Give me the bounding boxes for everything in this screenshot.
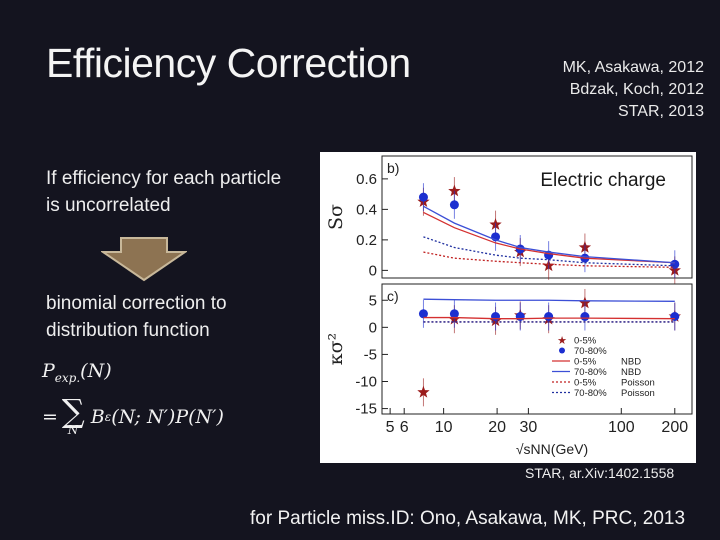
formula-rhs-args: (N; N′)P(N′) bbox=[111, 405, 224, 428]
series-line-70-80-nbd bbox=[423, 205, 675, 264]
x-tick-label: 30 bbox=[519, 419, 537, 436]
legend-label: 0-5% bbox=[574, 378, 597, 389]
reference-3: STAR, 2013 bbox=[618, 103, 704, 120]
formula-equals: = bbox=[42, 405, 58, 428]
x-tick-label: 6 bbox=[400, 419, 409, 436]
references: MK, Asakawa, 2012 Bdzak, Koch, 2012 STAR… bbox=[563, 57, 704, 123]
sum-icon: ∑ bbox=[61, 391, 85, 430]
y-tick-label: -15 bbox=[355, 401, 377, 418]
footer-citation: for Particle miss.ID: Ono, Asakawa, MK, … bbox=[250, 508, 686, 529]
legend-label: 70-80% bbox=[574, 388, 607, 399]
formula-lhs-symbol: P bbox=[42, 360, 55, 382]
binomial-correction-text: binomial correction to distribution func… bbox=[46, 293, 227, 341]
data-point-star bbox=[578, 296, 592, 309]
slide-title: Efficiency Correction bbox=[46, 40, 411, 86]
legend-label: 0-5% bbox=[574, 336, 597, 347]
y-tick-label: 0.4 bbox=[356, 201, 377, 218]
y-tick-label: -10 bbox=[355, 374, 377, 391]
legend-tag: NBD bbox=[621, 367, 641, 378]
panel-frame-0 bbox=[381, 155, 693, 279]
formula-lhs: Pexp.(N) bbox=[42, 360, 224, 385]
series-line-0-5-nbd bbox=[423, 316, 675, 320]
data-point-circle bbox=[449, 200, 459, 210]
reference-1: MK, Asakawa, 2012 bbox=[562, 59, 704, 76]
y-tick-label: -5 bbox=[364, 346, 377, 363]
y-tick-label: 0.2 bbox=[356, 232, 377, 249]
legend-label: 70-80% bbox=[574, 346, 607, 357]
data-point-star bbox=[448, 184, 461, 197]
series-line-0-5-poisson bbox=[423, 251, 675, 268]
series-line-70-80-nbd bbox=[423, 298, 675, 302]
legend-star-icon: ★ bbox=[557, 334, 567, 347]
y-tick-label: 5 bbox=[369, 292, 377, 309]
y-axis-label: κσ² bbox=[325, 333, 347, 365]
data-point-star bbox=[417, 385, 430, 398]
data-point-circle bbox=[418, 309, 428, 319]
y-axis-label: Sσ bbox=[325, 204, 347, 230]
down-arrow-icon bbox=[101, 237, 187, 282]
data-point-circle bbox=[580, 312, 590, 321]
legend-label: 70-80% bbox=[574, 367, 607, 378]
series-line-0-5-nbd bbox=[423, 211, 675, 264]
legend-label: 0-5% bbox=[574, 357, 597, 368]
legend-circle-icon bbox=[559, 347, 565, 354]
data-point-circle bbox=[491, 312, 501, 321]
reference-2: Bdzak, Koch, 2012 bbox=[569, 81, 704, 98]
formula-rhs-symbol: B bbox=[90, 405, 105, 428]
x-tick-label: 10 bbox=[435, 419, 453, 436]
data-point-circle bbox=[449, 309, 459, 319]
series-line-70-80-poisson bbox=[423, 236, 675, 267]
panel-label: c) bbox=[387, 288, 399, 304]
data-point-circle bbox=[418, 192, 428, 202]
x-tick-label: 5 bbox=[386, 419, 395, 436]
y-tick-label: 0 bbox=[369, 319, 377, 336]
figure-caption: STAR, ar.Xiv:1402.1558 bbox=[525, 465, 675, 481]
legend-tag: Poisson bbox=[621, 388, 655, 399]
panel-frame-1 bbox=[381, 283, 693, 415]
formula-sum-sub: N′ bbox=[67, 422, 81, 437]
panel-label: b) bbox=[387, 160, 399, 176]
chart-title: Electric charge bbox=[540, 170, 666, 191]
formula-rhs-sub: ε bbox=[104, 409, 112, 424]
legend-tag: Poisson bbox=[621, 378, 655, 389]
uncorrelated-efficiency-text: If efficiency for each particle is uncor… bbox=[46, 168, 282, 216]
x-tick-label: 100 bbox=[608, 419, 635, 436]
x-axis-label: √sNN(GeV) bbox=[516, 441, 588, 457]
star-cumulant-figure: 0.6 0.4 0.2 0 b) Sσ 5 0 -5 -10 -15 c) κσ² 5 6 10 20 30 100… bbox=[320, 152, 696, 463]
y-tick-label: 0 bbox=[369, 262, 377, 279]
x-tick-label: 20 bbox=[488, 419, 506, 436]
x-tick-label: 200 bbox=[661, 419, 688, 436]
data-point-circle bbox=[544, 312, 554, 321]
data-point-circle bbox=[515, 312, 525, 321]
y-tick-label: 0.6 bbox=[356, 171, 377, 188]
formula-lhs-sub: exp. bbox=[54, 370, 81, 385]
legend-tag: NBD bbox=[621, 357, 641, 368]
data-point-circle bbox=[670, 312, 680, 321]
formula-sum: ∑ N′ bbox=[58, 391, 91, 437]
formula-lhs-arg: (N) bbox=[80, 360, 112, 382]
